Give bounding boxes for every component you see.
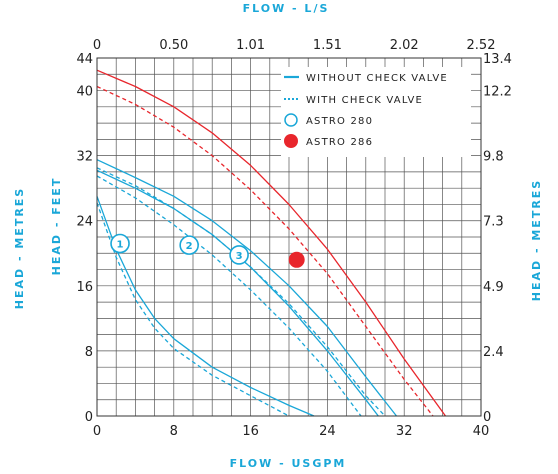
y2-axis-title: HEAD - METRES — [530, 179, 543, 301]
x2-tick-label: 2.02 — [390, 38, 419, 53]
series-line-3-solid — [96, 159, 398, 417]
legend-label-with-check-valve: WITH CHECK VALVE — [306, 95, 423, 106]
y2-tick-label: 9.8 — [483, 150, 504, 165]
x2-tick-label: 0.50 — [159, 38, 188, 53]
markers-layer: 1 2 3 — [110, 233, 305, 268]
legend-label-astro-280: ASTRO 280 — [306, 116, 373, 127]
legend-label-without-check-valve: WITHOUT CHECK VALVE — [306, 73, 448, 84]
x-tick-label: 24 — [319, 424, 336, 439]
x2-tick-label: 0 — [93, 38, 101, 53]
legend-filled-circle-icon — [284, 134, 298, 148]
y-tick-label: 0 — [85, 410, 93, 425]
y2-tick-label: 13.4 — [483, 52, 512, 67]
marker-label-pump-2: 2 — [186, 241, 193, 252]
y2-tick-label: 0 — [483, 410, 491, 425]
series-line-2-solid — [96, 169, 379, 417]
y-tick-label: 8 — [85, 345, 93, 360]
marker-pump-1 — [110, 233, 130, 254]
legend-label-astro-286: ASTRO 286 — [306, 137, 373, 148]
series-line-1-dashed — [96, 202, 290, 417]
y-axis-outer-title: HEAD - METRES — [13, 187, 26, 309]
x-tick-label: 40 — [473, 424, 490, 439]
y2-tick-label: 12.2 — [483, 85, 512, 100]
y-tick-label: 32 — [76, 150, 93, 165]
y2-tick-label: 7.3 — [483, 215, 504, 230]
series-line-astro286-solid — [96, 69, 447, 417]
x2-tick-label: 1.01 — [236, 38, 265, 53]
y2-tick-label: 2.4 — [483, 345, 504, 360]
marker-pump-3 — [229, 245, 249, 265]
x-tick-label: 8 — [170, 424, 178, 439]
x2-tick-label: 2.52 — [467, 38, 496, 53]
series-line-3-dashed — [96, 167, 386, 417]
series-line-astro286-dashed — [96, 85, 434, 417]
x-tick-label: 32 — [396, 424, 413, 439]
series-line-1-solid — [96, 196, 315, 417]
legend-open-circle-icon — [284, 113, 298, 127]
x-axis-title: FLOW - USGPM — [230, 457, 347, 470]
marker-astro-286 — [288, 251, 305, 268]
y-tick-label: 16 — [76, 280, 93, 295]
tick-labels: 0 8 16 24 32 400 0.50 1.01 1.51 2.02 2.52081624324… — [76, 38, 512, 439]
y-tick-label: 44 — [76, 52, 93, 67]
x2-tick-label: 1.51 — [313, 38, 342, 53]
marker-label-pump-1: 1 — [117, 240, 124, 251]
y-tick-label: 40 — [76, 85, 93, 100]
y-tick-label: 24 — [76, 215, 93, 230]
marker-label-pump-3: 3 — [236, 251, 243, 262]
legend-box — [281, 67, 471, 157]
marker-pump-2 — [179, 235, 199, 255]
y-axis-title: HEAD - FEET — [50, 177, 63, 276]
series-line-2-dashed — [96, 175, 362, 417]
y2-tick-label: 4.9 — [483, 280, 504, 295]
x-tick-label: 16 — [242, 424, 259, 439]
legend: WITHOUT CHECK VALVE WITH CHECK VALVE AST… — [281, 67, 471, 157]
x2-axis-title: FLOW - L/S — [243, 2, 330, 15]
plot-frame — [96, 57, 482, 417]
x-tick-label: 0 — [93, 424, 101, 439]
series-layer — [96, 69, 447, 417]
